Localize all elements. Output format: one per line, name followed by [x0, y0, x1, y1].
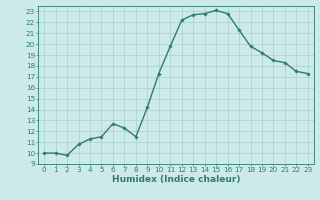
X-axis label: Humidex (Indice chaleur): Humidex (Indice chaleur) [112, 175, 240, 184]
